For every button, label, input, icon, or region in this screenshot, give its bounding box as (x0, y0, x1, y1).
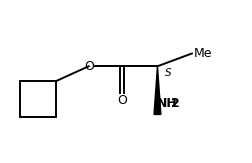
Polygon shape (153, 66, 160, 114)
Text: Me: Me (193, 47, 211, 60)
Text: NH: NH (156, 96, 177, 110)
Text: 2: 2 (171, 97, 179, 111)
Text: S: S (164, 68, 171, 78)
Text: O: O (117, 94, 127, 107)
Text: O: O (84, 60, 94, 73)
